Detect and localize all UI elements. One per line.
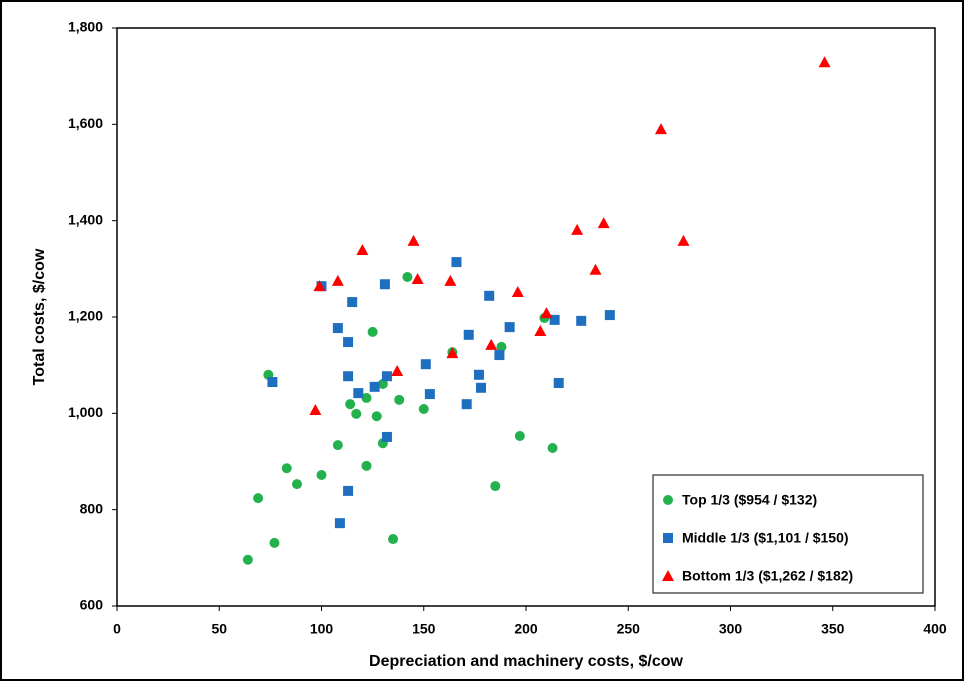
data-point — [511, 285, 524, 297]
data-point — [391, 364, 404, 376]
data-point — [356, 244, 369, 256]
data-point — [345, 399, 356, 410]
data-point — [388, 534, 399, 545]
data-point — [424, 389, 435, 400]
data-point — [547, 443, 558, 454]
legend-label: Top 1/3 ($954 / $132) — [682, 492, 817, 508]
data-point — [571, 223, 584, 235]
data-point — [343, 485, 354, 496]
data-point — [485, 338, 498, 350]
data-point — [369, 381, 380, 392]
data-point — [514, 430, 525, 441]
data-point — [334, 518, 345, 529]
y-tick-label: 600 — [80, 597, 104, 613]
data-point — [496, 341, 507, 352]
data-point — [654, 123, 667, 135]
data-point — [553, 377, 564, 388]
data-point — [504, 322, 515, 333]
data-point — [473, 369, 484, 380]
y-tick-label: 1,600 — [68, 115, 103, 131]
data-point — [402, 272, 413, 283]
data-point — [604, 310, 615, 321]
data-point — [411, 272, 424, 284]
data-point — [379, 279, 390, 290]
data-point — [381, 431, 392, 442]
legend-marker — [663, 533, 673, 543]
data-point — [476, 382, 487, 393]
data-point — [347, 297, 358, 308]
data-point — [332, 323, 343, 334]
y-tick-label: 1,000 — [68, 404, 103, 420]
legend-marker — [662, 570, 674, 581]
data-point — [281, 463, 292, 474]
x-tick-label: 100 — [310, 621, 334, 637]
data-point — [309, 403, 322, 415]
data-point — [381, 371, 392, 382]
data-point — [484, 290, 495, 301]
data-point — [267, 377, 278, 388]
data-point — [451, 257, 462, 268]
data-point — [253, 493, 264, 504]
x-tick-label: 200 — [514, 621, 538, 637]
data-point — [407, 234, 420, 246]
data-point — [394, 394, 405, 405]
legend-label: Middle 1/3 ($1,101 / $150) — [682, 530, 849, 546]
data-point — [461, 399, 472, 410]
y-tick-label: 800 — [80, 500, 104, 516]
data-point — [269, 537, 280, 548]
data-point — [361, 392, 372, 403]
data-point — [353, 388, 364, 399]
data-point — [444, 274, 457, 286]
data-point — [331, 274, 344, 286]
data-point — [291, 479, 302, 490]
data-point — [677, 234, 690, 246]
data-point — [351, 408, 362, 419]
y-tick-label: 1,800 — [68, 19, 103, 35]
data-point — [463, 329, 474, 340]
y-tick-label: 1,200 — [68, 308, 103, 324]
data-point — [361, 460, 372, 471]
data-point — [446, 347, 459, 359]
data-point — [540, 307, 553, 319]
data-point — [371, 411, 382, 422]
data-point — [597, 217, 610, 229]
x-axis-label: Depreciation and machinery costs, $/cow — [369, 653, 683, 670]
data-point — [549, 314, 560, 325]
data-point — [343, 371, 354, 382]
data-point — [377, 378, 388, 389]
y-tick-label: 1,400 — [68, 211, 103, 227]
x-tick-label: 0 — [113, 621, 121, 637]
y-axis-label: Total costs, $/cow — [31, 248, 48, 385]
legend-box — [652, 474, 924, 594]
legend-label: Bottom 1/3 ($1,262 / $182) — [682, 568, 853, 584]
x-tick-label: 300 — [719, 621, 743, 637]
x-tick-label: 150 — [412, 621, 436, 637]
x-tick-label: 50 — [211, 621, 227, 637]
data-point — [316, 469, 327, 480]
data-point — [494, 350, 505, 361]
data-point — [589, 263, 602, 275]
data-point — [242, 554, 253, 565]
data-point — [534, 324, 547, 336]
data-point — [343, 337, 354, 348]
data-point — [313, 280, 326, 292]
data-point — [576, 315, 587, 326]
x-tick-label: 350 — [821, 621, 845, 637]
data-point — [490, 481, 501, 492]
data-point — [332, 440, 343, 451]
x-tick-label: 250 — [617, 621, 641, 637]
data-point — [367, 326, 378, 337]
data-point — [420, 359, 431, 370]
legend-marker — [663, 495, 673, 505]
data-point — [418, 403, 429, 414]
data-point — [818, 56, 831, 68]
x-tick-label: 400 — [923, 621, 947, 637]
